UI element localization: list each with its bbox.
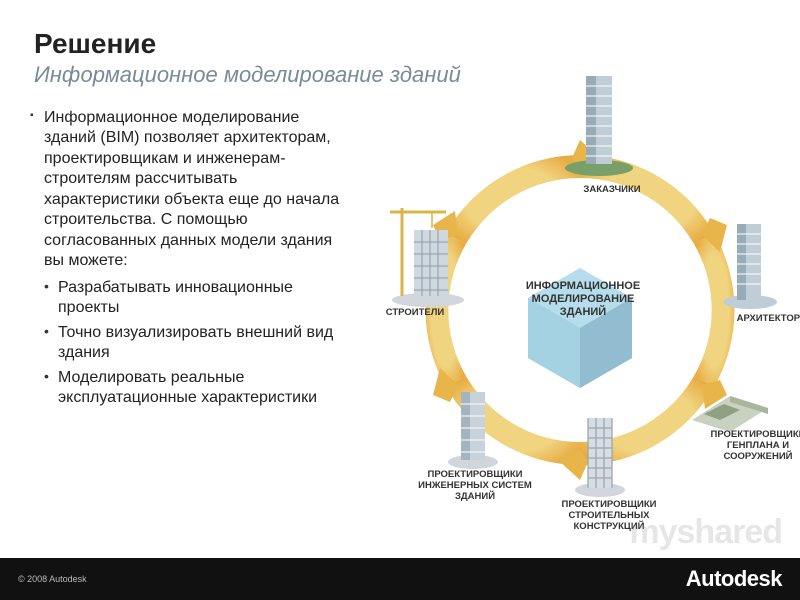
bullet-item: Разрабатывать инновационные проекты (30, 278, 350, 319)
node-label-structural: ПРОЕКТИРОВЩИКИ СТРОИТЕЛЬНЫХ КОНСТРУКЦИЙ (546, 500, 672, 533)
slide: Решение Информационное моделирование зда… (0, 0, 800, 600)
footer-bar: © 2008 Autodesk Autodesk (0, 558, 800, 600)
intro-paragraph: Информационное моделирование зданий (BIM… (30, 108, 350, 272)
bullet-list: Разрабатывать инновационные проекты Точн… (30, 278, 350, 409)
node-label-masterplan: ПРОЕКТИРОВЩИКИ ГЕНПЛАНА И СООРУЖЕНИЙ (702, 430, 800, 463)
node-label-architects: АРХИТЕКТОРЫ (728, 314, 800, 325)
slide-title: Решение (34, 28, 766, 60)
copyright-text: © 2008 Autodesk (18, 574, 87, 584)
center-label: ИНФОРМАЦИОННОЕ МОДЕЛИРОВАНИЕ ЗДАНИЙ (518, 280, 648, 320)
content-row: Информационное моделирование зданий (BIM… (0, 94, 800, 524)
node-structural-icon (574, 410, 626, 498)
node-builders-icon (384, 200, 468, 308)
node-label-customers: ЗАКАЗЧИКИ (562, 185, 662, 196)
diagram-column: ЗАКАЗЧИКИ АРХИТЕКТОРЫ ПРОЕКТИРОВЩИКИ ГЕН… (350, 108, 788, 524)
bullet-item: Моделировать реальные эксплуатационные х… (30, 368, 350, 409)
node-label-mep: ПРОЕКТИРОВЩИКИ ИНЖЕНЕРНЫХ СИСТЕМ ЗДАНИЙ (400, 470, 550, 503)
node-masterplan-icon (684, 380, 776, 436)
node-label-builders: СТРОИТЕЛИ (370, 308, 460, 319)
node-mep-icon (446, 382, 500, 470)
autodesk-logo: Autodesk (686, 566, 782, 592)
text-column: Информационное моделирование зданий (BIM… (30, 108, 350, 524)
node-customers-icon (564, 68, 634, 178)
bullet-item: Точно визуализировать внешний вид здания (30, 323, 350, 364)
node-architects-icon (722, 218, 778, 310)
